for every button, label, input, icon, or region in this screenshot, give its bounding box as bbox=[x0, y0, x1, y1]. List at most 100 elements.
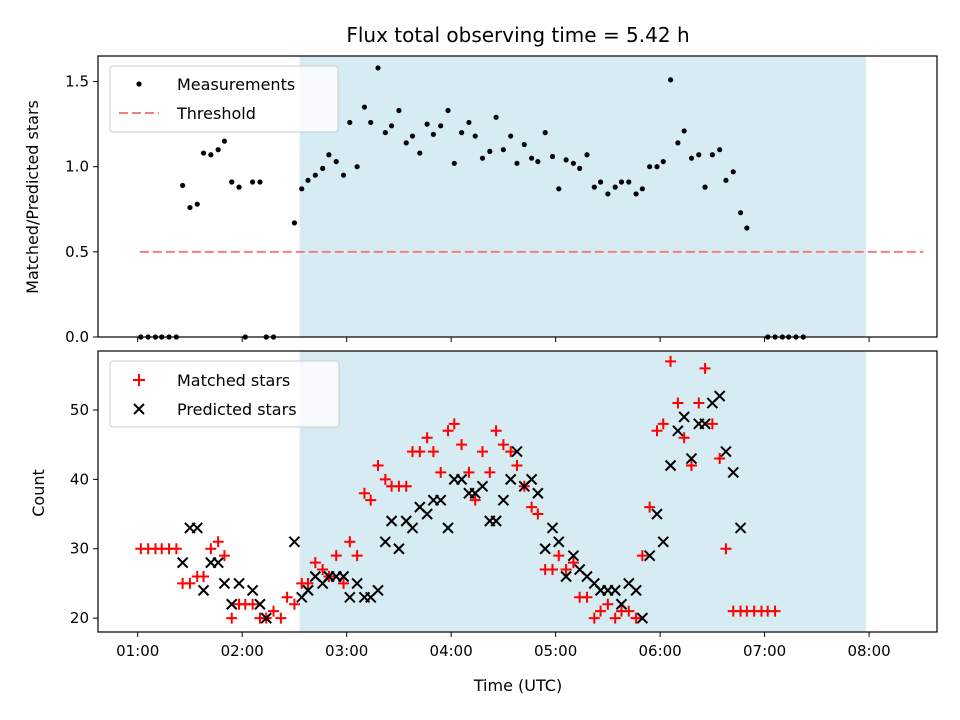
predicted-star-point bbox=[233, 577, 245, 590]
observing-window-shade bbox=[299, 56, 866, 337]
predicted-star-point bbox=[434, 494, 447, 506]
matched-star-point bbox=[351, 550, 363, 562]
predicted-star-point bbox=[657, 536, 669, 548]
measurement-point bbox=[403, 140, 409, 146]
measurement-point bbox=[368, 119, 374, 126]
matched-star-point bbox=[602, 598, 614, 610]
matched-star-point bbox=[317, 564, 329, 576]
observing-window-shade bbox=[299, 351, 866, 632]
measurement-point bbox=[675, 140, 681, 146]
matched-star-point bbox=[275, 612, 287, 624]
count-y-axis-label: Count bbox=[29, 469, 48, 517]
predicted-star-point bbox=[246, 584, 259, 597]
predicted-star-point bbox=[337, 570, 350, 583]
matched-star-point bbox=[400, 480, 412, 492]
chart-title: Flux total observing time = 5.42 h bbox=[346, 23, 689, 47]
predicted-star-point bbox=[226, 598, 238, 610]
predicted-star-point bbox=[567, 549, 580, 562]
predicted-star-point bbox=[651, 508, 663, 520]
matched-star-point bbox=[511, 459, 523, 471]
matched-star-point bbox=[476, 446, 488, 458]
measurement-point bbox=[570, 160, 576, 166]
predicted-star-point bbox=[191, 522, 203, 534]
matched-star-point bbox=[184, 577, 196, 589]
predicted-star-point bbox=[699, 418, 711, 430]
measurement-point bbox=[612, 184, 618, 190]
matched-star-point bbox=[714, 453, 726, 465]
measurement-point bbox=[702, 184, 708, 190]
ratio-y-axis-label: Matched/Predicted stars bbox=[23, 100, 42, 294]
y-tick-label: 20 bbox=[70, 609, 89, 627]
measurement-point bbox=[312, 172, 318, 178]
count-y-ticks: 20 30 40 50 bbox=[70, 401, 98, 627]
ratio-panel: 0.0 0.5 1.0 1.5 Flux total observing time =… bbox=[23, 23, 938, 346]
measurements-legend-label: Measurements bbox=[177, 75, 295, 94]
measurement-point bbox=[257, 179, 263, 185]
measurement-point bbox=[508, 133, 514, 139]
matched-star-point bbox=[553, 550, 565, 562]
predicted-star-point bbox=[254, 598, 266, 610]
predicted-star-point bbox=[372, 584, 384, 597]
predicted-star-point bbox=[302, 584, 314, 597]
predicted-star-point bbox=[720, 445, 732, 458]
measurement-point bbox=[187, 204, 193, 211]
matched-star-point bbox=[288, 598, 300, 610]
matched-star-point bbox=[463, 466, 475, 478]
matched-star-point bbox=[623, 605, 635, 617]
predicted-star-point bbox=[553, 536, 565, 548]
measurement-point bbox=[647, 164, 653, 170]
predicted-star-point bbox=[351, 577, 363, 590]
predicted-star-point bbox=[260, 612, 272, 624]
matched-star-point bbox=[490, 425, 502, 437]
matched-star-point bbox=[526, 501, 538, 513]
predicted-star-point bbox=[379, 536, 392, 548]
predicted-star-point bbox=[421, 508, 433, 520]
y-tick-label: 1.0 bbox=[65, 158, 89, 176]
matched-star-point bbox=[644, 501, 656, 513]
matched-star-point bbox=[665, 355, 677, 367]
measurement-point bbox=[618, 179, 625, 185]
measurement-point bbox=[696, 152, 702, 158]
x-tick-label: 06:00 bbox=[639, 642, 682, 660]
matched-star-point bbox=[435, 466, 447, 478]
matched-star-point bbox=[338, 577, 350, 589]
matched-star-point bbox=[281, 591, 293, 603]
predicted-star-point bbox=[288, 536, 301, 548]
matched-star-point bbox=[505, 446, 517, 458]
predicted-star-point bbox=[406, 522, 419, 534]
matched-star-point bbox=[672, 397, 684, 409]
predicted-star-point bbox=[505, 473, 517, 486]
matched-star-point bbox=[609, 612, 621, 624]
predicted-star-point bbox=[643, 549, 656, 562]
matched-star-point bbox=[414, 446, 426, 458]
matched-star-point bbox=[302, 577, 314, 589]
matched-star-point bbox=[678, 432, 690, 444]
measurement-point bbox=[333, 158, 339, 165]
threshold-legend-label: Threshold bbox=[176, 104, 256, 123]
y-tick-label: 1.5 bbox=[65, 73, 89, 91]
y-tick-label: 0.0 bbox=[65, 328, 89, 346]
matched-star-point bbox=[699, 362, 711, 374]
predicted-star-point bbox=[176, 556, 189, 569]
measurement-point bbox=[430, 131, 436, 137]
matched-star-point bbox=[365, 494, 377, 506]
measurement-point bbox=[326, 152, 332, 158]
measurement-point bbox=[535, 158, 541, 165]
measurement-point bbox=[361, 104, 368, 110]
predicted-star-point bbox=[713, 390, 726, 402]
measurement-point bbox=[375, 65, 381, 71]
predicted-star-point bbox=[539, 543, 551, 555]
measurement-point bbox=[654, 164, 660, 170]
predicted-star-point bbox=[678, 411, 690, 423]
x-tick-label: 03:00 bbox=[325, 642, 368, 660]
measurement-point bbox=[180, 182, 186, 189]
matched-star-point bbox=[651, 425, 663, 437]
y-tick-label: 30 bbox=[70, 540, 89, 558]
x-tick-label: 04:00 bbox=[430, 642, 473, 660]
matched-star-point bbox=[212, 536, 224, 548]
measurement-point bbox=[605, 191, 611, 197]
measurement-point bbox=[556, 186, 562, 192]
predicted-star-point bbox=[685, 452, 698, 465]
matched-star-point bbox=[581, 591, 593, 603]
